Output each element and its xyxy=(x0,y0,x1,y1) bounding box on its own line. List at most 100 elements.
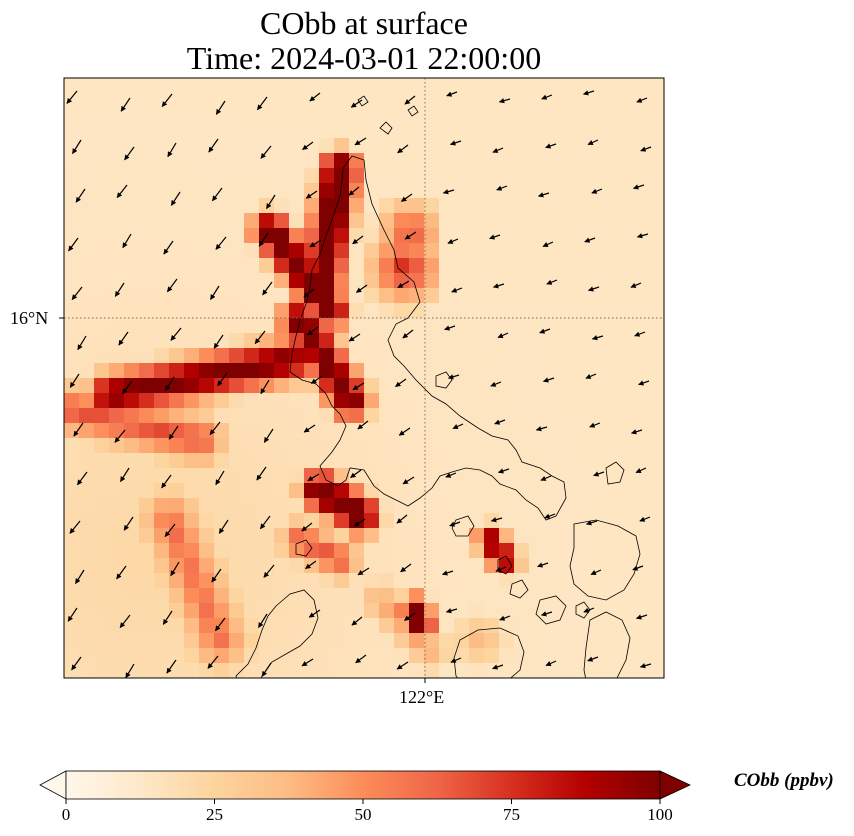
field-cell xyxy=(649,243,664,259)
field-cell xyxy=(379,663,395,678)
field-cell xyxy=(559,78,575,94)
field-cell xyxy=(469,348,485,364)
wind-arrow xyxy=(639,663,652,669)
field-cell xyxy=(184,528,200,544)
field-cell xyxy=(94,138,110,154)
colorbar-tick-label: 75 xyxy=(503,805,520,824)
field-cell xyxy=(574,468,590,484)
field-cell xyxy=(619,408,635,424)
field-cell xyxy=(199,528,215,544)
field-cell xyxy=(79,108,95,124)
field-cell xyxy=(559,498,575,514)
field-cell xyxy=(199,243,215,259)
field-cell xyxy=(214,153,230,169)
field-cell xyxy=(94,348,110,364)
field-cell xyxy=(259,663,275,678)
field-cell xyxy=(514,288,530,304)
field-cell xyxy=(409,183,425,199)
field-cell xyxy=(559,138,575,154)
field-cell xyxy=(109,243,125,259)
field-cell xyxy=(439,138,455,154)
field-cell xyxy=(304,483,320,499)
field-cell xyxy=(64,633,80,649)
field-cell xyxy=(334,228,350,244)
field-cell xyxy=(199,648,215,664)
wind-arrow xyxy=(263,428,274,443)
field-cell xyxy=(364,168,380,184)
field-cell xyxy=(94,183,110,199)
field-cell xyxy=(319,438,335,454)
field-cell xyxy=(604,138,620,154)
field-cell xyxy=(229,303,245,319)
wind-arrow xyxy=(125,663,135,678)
field-cell xyxy=(274,408,290,424)
field-cell xyxy=(574,498,590,514)
field-cell xyxy=(439,273,455,289)
field-cell xyxy=(559,438,575,454)
field-cell xyxy=(289,483,305,499)
field-cell xyxy=(64,93,80,109)
field-cell xyxy=(634,633,650,649)
field-cell xyxy=(394,438,410,454)
field-cell xyxy=(649,438,664,454)
field-cell xyxy=(499,438,515,454)
field-cell xyxy=(79,393,95,409)
field-cell xyxy=(274,78,290,94)
colorbar-extend-low xyxy=(39,770,67,800)
field-cell xyxy=(379,528,395,544)
field-cell xyxy=(499,93,515,109)
field-cell xyxy=(454,93,470,109)
field-cell xyxy=(289,303,305,319)
field-cell xyxy=(649,303,664,319)
field-cell xyxy=(79,243,95,259)
field-cell xyxy=(199,483,215,499)
field-cell xyxy=(484,123,500,139)
field-cell xyxy=(289,168,305,184)
field-cell xyxy=(454,618,470,634)
field-cell xyxy=(304,663,320,678)
field-cell xyxy=(79,333,95,349)
field-cell xyxy=(94,483,110,499)
field-cell xyxy=(154,273,170,289)
field-cell xyxy=(634,78,650,94)
field-cell xyxy=(64,273,80,289)
field-cell xyxy=(394,603,410,619)
field-cell xyxy=(64,498,80,514)
field-cell xyxy=(409,138,425,154)
field-cell xyxy=(379,198,395,214)
coastline-babuyan xyxy=(357,95,419,135)
field-cell xyxy=(169,408,185,424)
field-cell xyxy=(184,228,200,244)
field-cell xyxy=(544,408,560,424)
field-cell xyxy=(469,228,485,244)
field-cell xyxy=(454,363,470,379)
field-cell xyxy=(319,243,335,259)
field-cell xyxy=(439,258,455,274)
field-cell xyxy=(364,288,380,304)
field-cell xyxy=(139,138,155,154)
field-cell xyxy=(604,543,620,559)
field-cell xyxy=(379,618,395,634)
field-cell xyxy=(64,483,80,499)
field-cell xyxy=(469,258,485,274)
field-cell xyxy=(409,288,425,304)
field-cell xyxy=(574,243,590,259)
field-cell xyxy=(244,348,260,364)
field-cell xyxy=(469,273,485,289)
field-cell xyxy=(529,573,545,589)
field-cell xyxy=(64,648,80,664)
field-cell xyxy=(169,288,185,304)
field-cell xyxy=(259,558,275,574)
field-cell xyxy=(184,513,200,529)
field-cell xyxy=(364,438,380,454)
field-cell xyxy=(544,303,560,319)
wind-arrow xyxy=(537,562,549,568)
field-cell xyxy=(169,78,185,94)
field-cell xyxy=(364,633,380,649)
field-cell xyxy=(559,108,575,124)
field-cell xyxy=(229,168,245,184)
wind-arrow xyxy=(495,566,507,572)
field-cell xyxy=(94,123,110,139)
field-cell xyxy=(394,528,410,544)
field-cell xyxy=(259,333,275,349)
